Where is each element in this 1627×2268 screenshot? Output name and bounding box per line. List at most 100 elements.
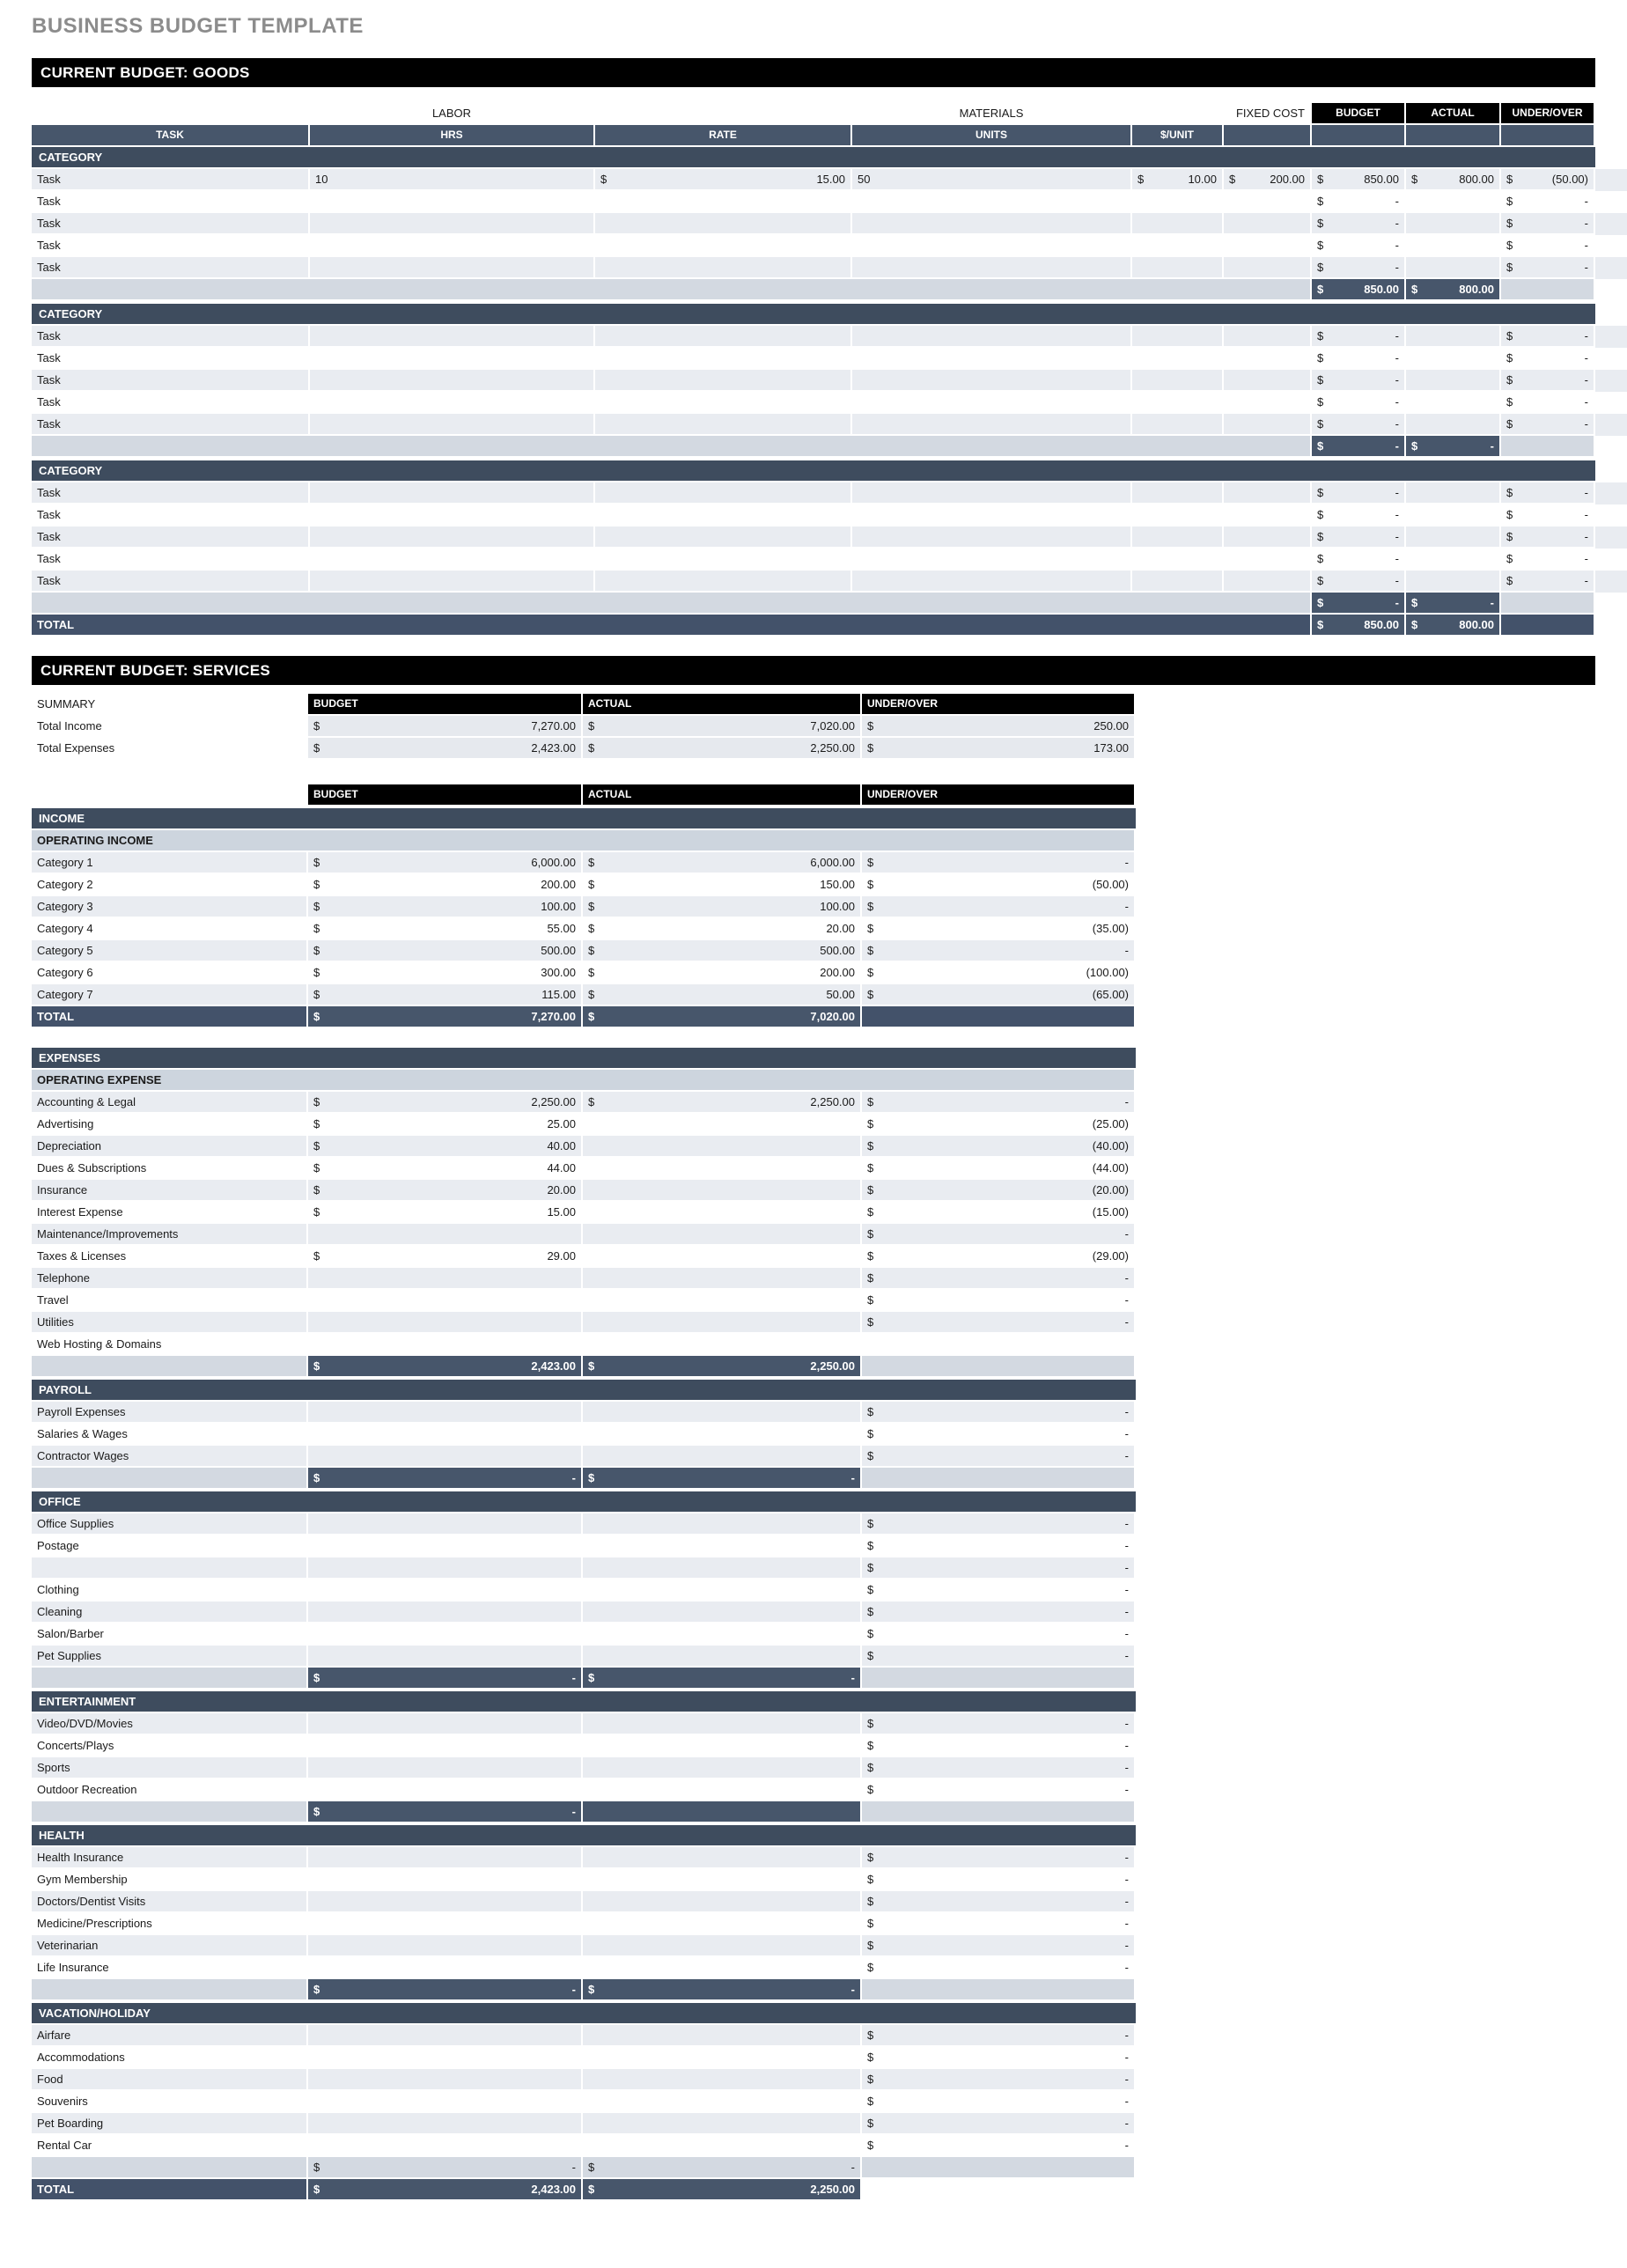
under-over-cell[interactable]: $ - — [862, 1757, 1136, 1779]
fixed-cost-cell[interactable] — [1224, 191, 1312, 213]
actual-cell[interactable] — [583, 1136, 862, 1158]
budget-cell[interactable] — [308, 1624, 583, 1646]
per-unit-cell[interactable] — [1132, 326, 1224, 348]
budget-cell[interactable] — [308, 1913, 583, 1935]
actual-cell[interactable] — [583, 1513, 862, 1535]
under-over-cell[interactable]: $ (50.00) — [1501, 169, 1595, 191]
task-cell[interactable]: Task — [32, 504, 310, 526]
budget-cell[interactable] — [308, 2025, 583, 2047]
row-label[interactable]: Pet Boarding — [32, 2113, 308, 2135]
under-over-cell[interactable]: $ - — [862, 1290, 1136, 1312]
budget-cell[interactable]: $ - — [1312, 257, 1406, 279]
row-label[interactable]: Category 5 — [32, 940, 308, 962]
rate-cell[interactable]: $15.00 — [595, 169, 852, 191]
under-over-cell[interactable]: $ (44.00) — [862, 1158, 1136, 1180]
budget-cell[interactable]: $29.00 — [308, 1246, 583, 1268]
rate-cell[interactable] — [595, 414, 852, 436]
budget-cell[interactable]: $25.00 — [308, 1114, 583, 1136]
per-unit-cell[interactable] — [1132, 571, 1224, 593]
actual-cell[interactable] — [1406, 482, 1501, 504]
rate-cell[interactable] — [595, 370, 852, 392]
budget-cell[interactable] — [308, 1557, 583, 1580]
under-over-cell[interactable]: $ - — [862, 1580, 1136, 1602]
budget-cell[interactable] — [308, 1402, 583, 1424]
per-unit-cell[interactable] — [1132, 549, 1224, 571]
row-label[interactable]: Web Hosting & Domains — [32, 1334, 308, 1356]
budget-cell[interactable]: $ - — [1312, 504, 1406, 526]
budget-cell[interactable]: $ - — [1312, 191, 1406, 213]
under-over-cell[interactable]: $ - — [862, 1779, 1136, 1801]
per-unit-cell[interactable] — [1132, 213, 1224, 235]
actual-cell[interactable] — [583, 1334, 862, 1356]
per-unit-cell[interactable] — [1132, 348, 1224, 370]
row-label[interactable]: Gym Membership — [32, 1869, 308, 1891]
row-label[interactable]: Medicine/Prescriptions — [32, 1913, 308, 1935]
actual-cell[interactable] — [583, 1779, 862, 1801]
under-over-cell[interactable]: $ (25.00) — [862, 1114, 1136, 1136]
budget-cell[interactable]: $ - — [1312, 414, 1406, 436]
actual-cell[interactable]: $20.00 — [583, 918, 862, 940]
budget-cell[interactable]: $300.00 — [308, 962, 583, 984]
under-over-cell[interactable]: $ - — [1501, 482, 1595, 504]
under-over-cell[interactable]: $ - — [1501, 191, 1595, 213]
budget-cell[interactable] — [308, 1735, 583, 1757]
row-label[interactable]: Souvenirs — [32, 2091, 308, 2113]
fixed-cost-cell[interactable] — [1224, 526, 1312, 549]
per-unit-cell[interactable] — [1132, 414, 1224, 436]
rate-cell[interactable] — [595, 526, 852, 549]
units-cell[interactable] — [852, 571, 1132, 593]
task-cell[interactable]: Task — [32, 414, 310, 436]
fixed-cost-cell[interactable] — [1224, 213, 1312, 235]
under-over-cell[interactable]: $ (50.00) — [862, 874, 1136, 896]
rate-cell[interactable] — [595, 392, 852, 414]
row-label[interactable]: Video/DVD/Movies — [32, 1713, 308, 1735]
per-unit-cell[interactable]: $10.00 — [1132, 169, 1224, 191]
fixed-cost-cell[interactable] — [1224, 414, 1312, 436]
under-over-cell[interactable]: $ - — [1501, 571, 1595, 593]
row-label[interactable]: Health Insurance — [32, 1847, 308, 1869]
row-label[interactable]: Travel — [32, 1290, 308, 1312]
budget-cell[interactable] — [308, 1424, 583, 1446]
row-label[interactable]: Category 2 — [32, 874, 308, 896]
actual-cell[interactable]: $100.00 — [583, 896, 862, 918]
actual-cell[interactable]: $500.00 — [583, 940, 862, 962]
under-over-cell[interactable]: $ - — [1501, 392, 1595, 414]
hrs-cell[interactable] — [310, 257, 595, 279]
rate-cell[interactable] — [595, 571, 852, 593]
row-label[interactable]: Salaries & Wages — [32, 1424, 308, 1446]
under-over-cell[interactable]: $ - — [862, 1847, 1136, 1869]
units-cell[interactable] — [852, 235, 1132, 257]
fixed-cost-cell[interactable] — [1224, 326, 1312, 348]
budget-cell[interactable]: $44.00 — [308, 1158, 583, 1180]
actual-cell[interactable] — [583, 2113, 862, 2135]
budget-cell[interactable] — [308, 1757, 583, 1779]
under-over-cell[interactable] — [862, 1334, 1136, 1356]
actual-cell[interactable]: $50.00 — [583, 984, 862, 1006]
actual-cell[interactable] — [1406, 213, 1501, 235]
actual-cell[interactable]: $200.00 — [583, 962, 862, 984]
task-cell[interactable]: Task — [32, 370, 310, 392]
units-cell[interactable] — [852, 348, 1132, 370]
per-unit-cell[interactable] — [1132, 392, 1224, 414]
under-over-cell[interactable]: $ (65.00) — [862, 984, 1136, 1006]
fixed-cost-cell[interactable] — [1224, 235, 1312, 257]
budget-cell[interactable]: $ - — [1312, 526, 1406, 549]
budget-cell[interactable] — [308, 1224, 583, 1246]
units-cell[interactable]: 50 — [852, 169, 1132, 191]
under-over-cell[interactable]: $ - — [862, 940, 1136, 962]
row-label[interactable]: Postage — [32, 1535, 308, 1557]
budget-cell[interactable] — [308, 2091, 583, 2113]
budget-cell[interactable]: $40.00 — [308, 1136, 583, 1158]
fixed-cost-cell[interactable] — [1224, 549, 1312, 571]
actual-cell[interactable] — [1406, 504, 1501, 526]
actual-cell[interactable] — [1406, 392, 1501, 414]
row-label[interactable]: Depreciation — [32, 1136, 308, 1158]
actual-cell[interactable] — [583, 1158, 862, 1180]
units-cell[interactable] — [852, 504, 1132, 526]
budget-cell[interactable]: $100.00 — [308, 896, 583, 918]
under-over-cell[interactable]: $ - — [862, 1535, 1136, 1557]
actual-cell[interactable] — [583, 2069, 862, 2091]
task-cell[interactable]: Task — [32, 482, 310, 504]
actual-cell[interactable] — [583, 1646, 862, 1668]
row-label[interactable]: Veterinarian — [32, 1935, 308, 1957]
